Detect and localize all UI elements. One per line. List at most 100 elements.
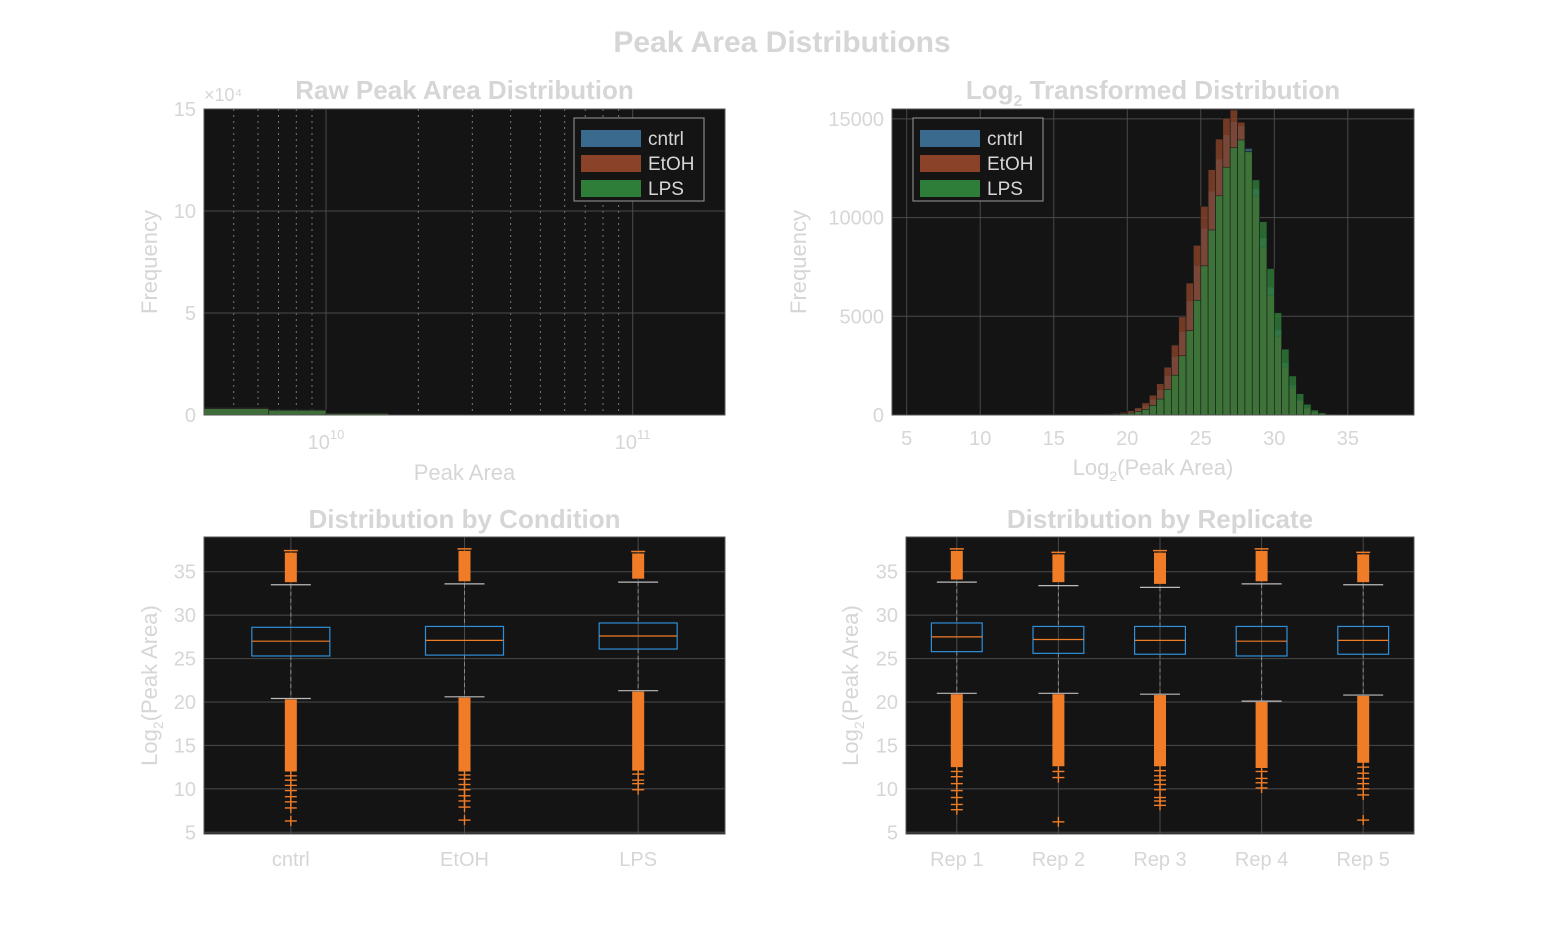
histogram-bar [1149,405,1156,415]
title-suffix: Transformed Distribution [1022,75,1340,105]
x-label-subscript: 2 [1109,468,1117,484]
y-label-prefix: Log [838,729,863,766]
y-tick-label: 20 [876,692,898,714]
legend: cntrl EtOH LPS [913,118,1043,201]
histogram-bar [1157,399,1164,415]
upper-outliers [632,554,644,579]
upper-outliers [1357,554,1369,582]
y-axis-label: Frequency [786,210,811,314]
upper-outliers [951,551,963,580]
y-tick-label: 25 [174,649,196,671]
x-axis-label: Peak Area [414,460,516,485]
legend: cntrl EtOH LPS [574,118,704,201]
x-tick-label: 15 [1043,428,1065,450]
x-tick-base: 10 [615,432,637,454]
y-label-subscript: 2 [150,721,166,729]
x-tick-exponent: 11 [637,427,651,442]
legend-swatch-lps [581,180,641,197]
x-tick-label: Rep 5 [1337,849,1390,871]
histogram-bar [1223,167,1230,415]
y-tick-label: 5 [887,822,898,844]
y-tick-label: 20 [174,692,196,714]
lower-outliers [951,694,963,767]
x-tick-label: 1011 [615,427,651,454]
y-tick-label: 5 [185,303,196,325]
x-tick-label: 10 [969,428,991,450]
upper-outliers [285,553,297,583]
histogram-bar [1230,148,1237,415]
lower-outliers [632,692,644,771]
histogram-bar [1252,180,1259,415]
title-prefix: Log [966,75,1014,105]
upper-outliers [1154,553,1166,584]
y-tick-label: 35 [174,562,196,584]
histogram-bar [1245,151,1252,415]
histogram-bar [1186,331,1193,415]
y-axis-label: Frequency [137,210,162,314]
title-subscript: 2 [1013,93,1022,110]
x-tick-label: cntrl [272,849,310,871]
y-tick-label: 15 [174,735,196,757]
histogram-bar [204,409,269,415]
x-tick-label: 25 [1190,428,1212,450]
legend-swatch-etoh [581,155,641,172]
histogram-bar [1282,349,1289,415]
histogram-bar [1311,410,1318,415]
y-tick-label: 10 [174,201,196,223]
legend-swatch-cntrl [581,130,641,147]
y-tick-label: 0 [873,405,884,427]
panel-title: Raw Peak Area Distribution [295,75,634,105]
legend-label-cntrl: cntrl [648,129,684,150]
histogram-bar [1289,376,1296,415]
y-tick-label: 15 [174,99,196,121]
x-tick-label: 20 [1116,428,1138,450]
histogram-bar [1215,196,1222,415]
y-label-suffix: (Peak Area) [137,605,162,721]
x-tick-label: Rep 3 [1133,849,1186,871]
condition-boxplot: cntrl EtOH LPS 5 10 15 20 25 30 35 Log2(Peak Area)… [137,504,725,871]
histogram-bar [1296,394,1303,415]
upper-outliers [459,551,471,581]
x-tick-label: Rep 1 [930,849,983,871]
histogram-bar [1274,313,1281,415]
lower-outliers [1357,696,1369,763]
y-tick-label: 10 [876,779,898,801]
y-label-suffix: (Peak Area) [838,605,863,721]
legend-label-lps: LPS [648,179,684,200]
upper-outliers [1256,551,1268,581]
legend-label-etoh: EtOH [987,154,1033,175]
panel-title: Distribution by Condition [309,504,621,534]
x-tick-label: 5 [901,428,912,450]
lower-outliers [459,698,471,772]
lower-outliers [285,699,297,771]
histogram-bar [1267,269,1274,415]
histogram-bar [1238,140,1245,415]
histogram-bar [1304,404,1311,415]
x-tick-label: Rep 2 [1032,849,1085,871]
y-label-subscript: 2 [851,721,867,729]
legend-swatch-etoh [920,155,980,172]
y-exponent-label: ×10⁴ [204,85,242,105]
x-tick-label: 30 [1263,428,1285,450]
x-tick-base: 10 [308,432,330,454]
upper-outliers [1052,554,1064,582]
y-tick-label: 35 [876,562,898,584]
histogram-bar [269,410,326,415]
y-tick-label: 30 [876,605,898,627]
x-tick-label: Rep 4 [1235,849,1288,871]
x-tick-label: LPS [619,849,657,871]
y-axis-label: Log2(Peak Area) [137,605,166,766]
x-tick-label: 1010 [308,427,345,454]
y-axis-label: Log2(Peak Area) [838,605,867,766]
y-tick-label: 5000 [840,306,885,328]
panel-title: Log2 Transformed Distribution [966,75,1340,110]
histogram-bar [1208,230,1215,415]
histogram-bar [1164,389,1171,415]
y-tick-label: 5 [185,822,196,844]
x-label-prefix: Log [1073,455,1110,480]
y-tick-label: 30 [174,605,196,627]
histogram-bar [1201,266,1208,415]
